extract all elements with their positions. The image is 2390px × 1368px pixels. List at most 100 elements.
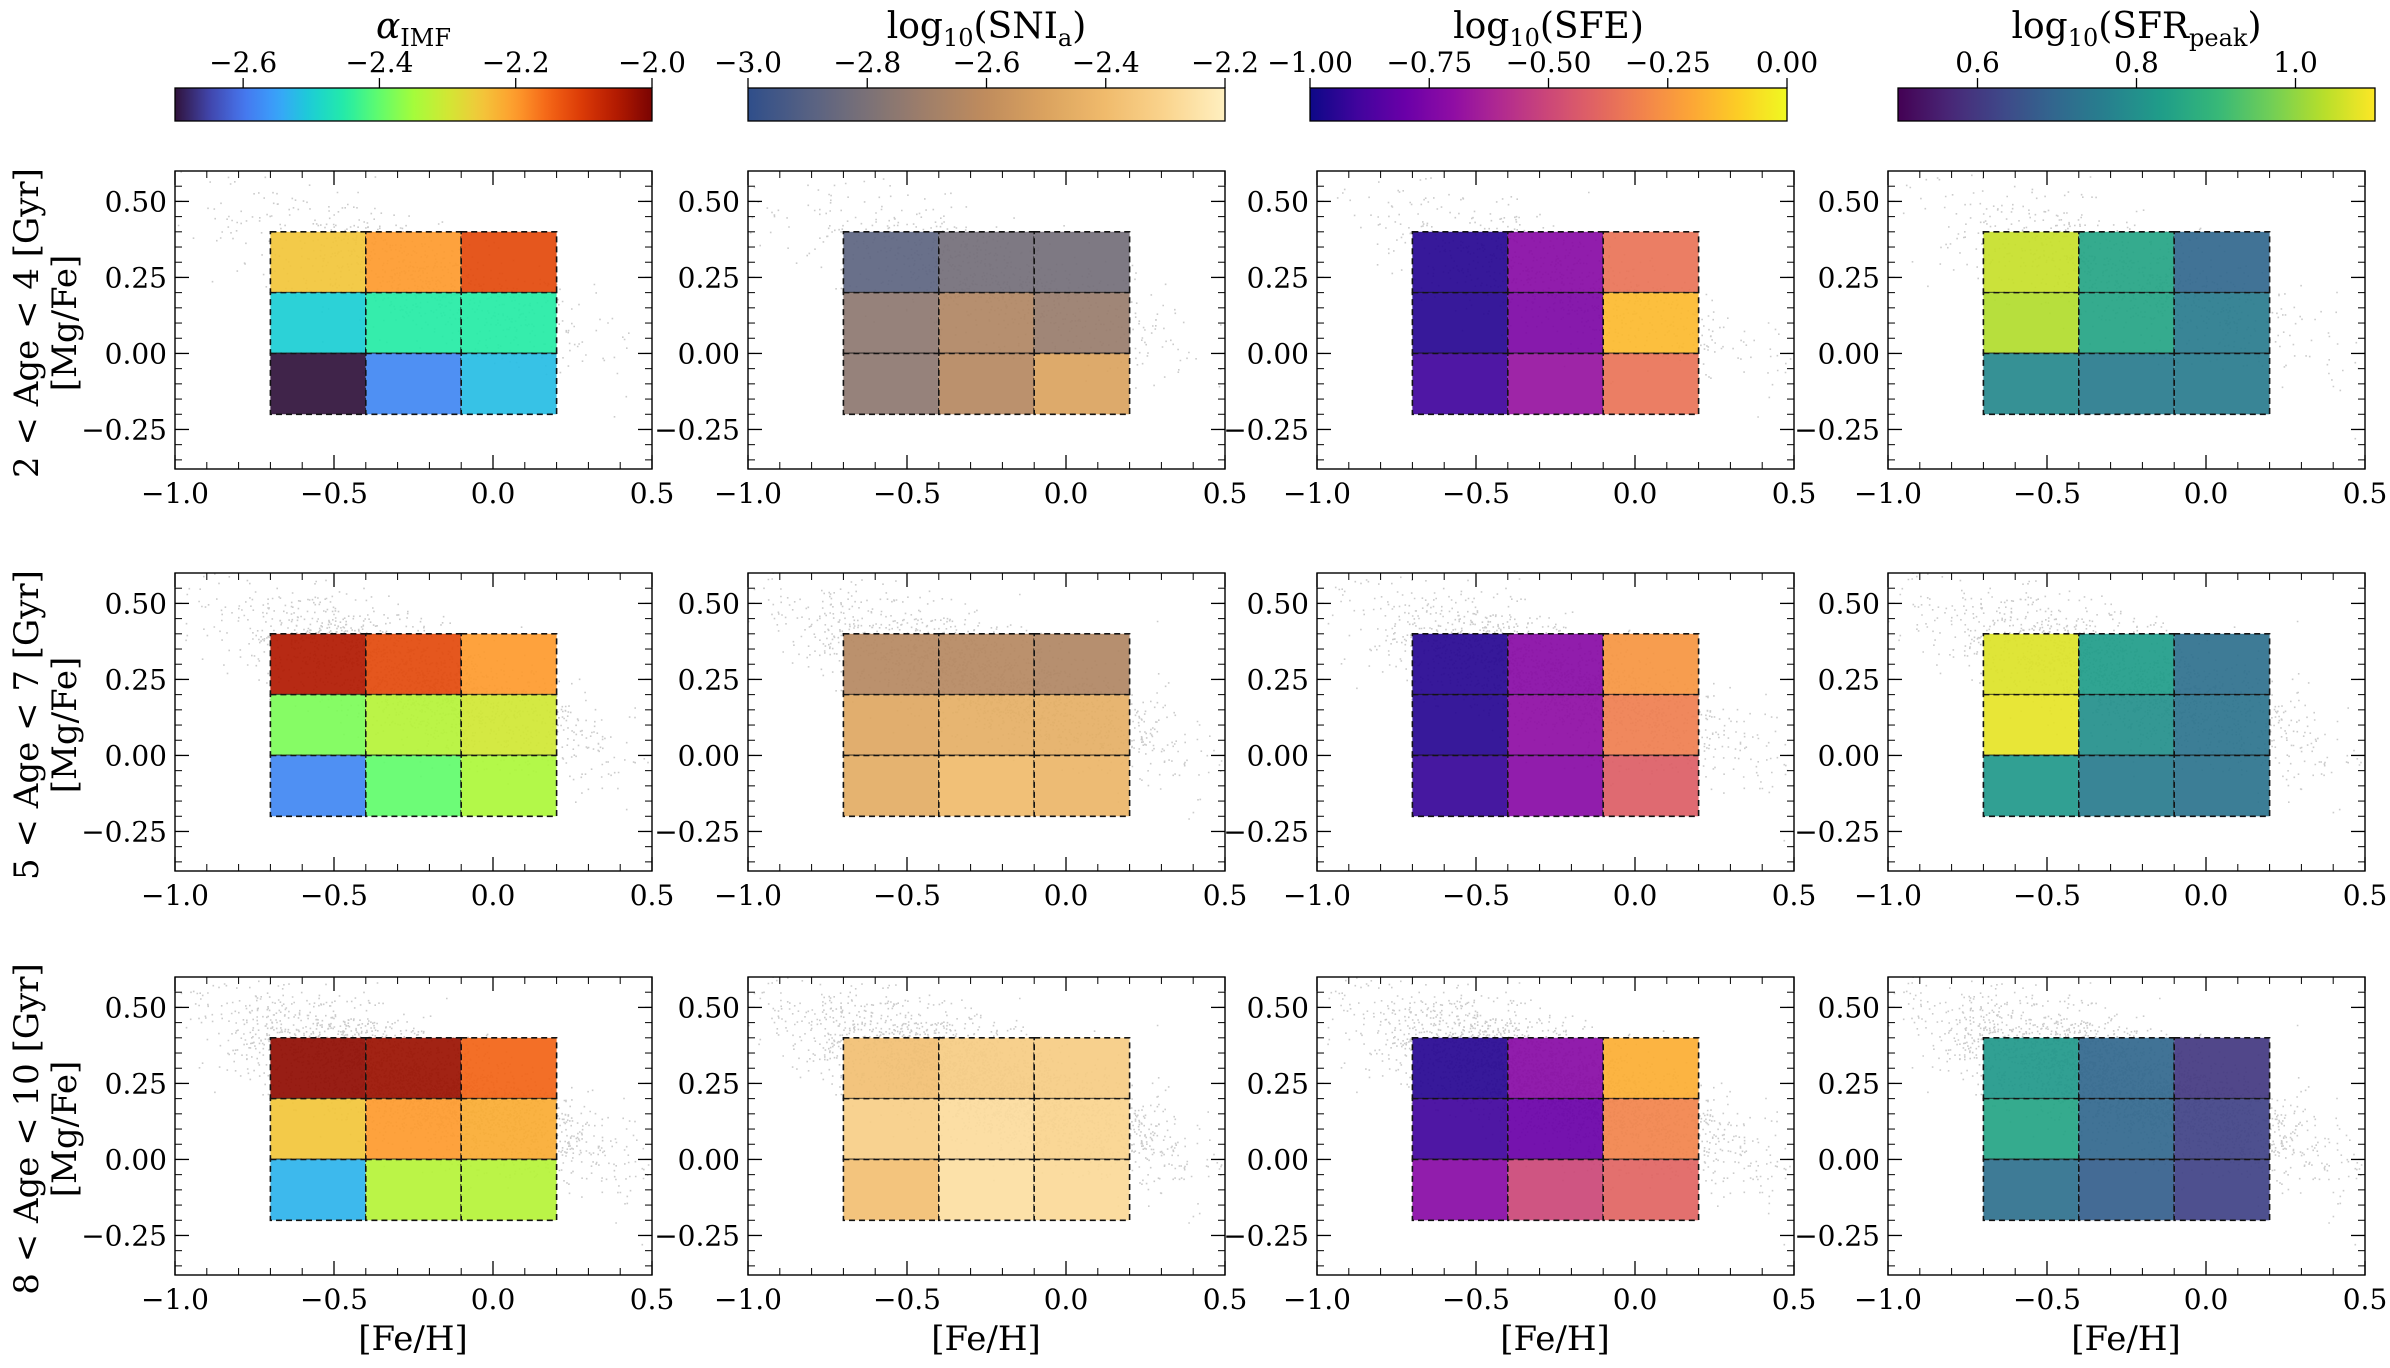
panel-r3-c1-cell-0-1: [364, 1037, 462, 1100]
panel-r3-c1-cell-2-1: [364, 1158, 462, 1222]
panel-r3-c2-ytick-label: −0.25: [654, 1219, 740, 1252]
panel-r2-c2-xtick-label: −0.5: [873, 879, 941, 912]
panel-r3-c4-ytick-label: −0.25: [1794, 1219, 1880, 1252]
panel-r3-c1-xtick-label: 0.0: [471, 1283, 516, 1316]
panel-r2-c2-cell-1-2: [1033, 693, 1131, 757]
panel-r1-c1-xtick-label: −0.5: [300, 477, 368, 510]
panel-r3-c1-ytick-label: 0.00: [105, 1143, 167, 1176]
colorbar-snia-tick-label: −3.0: [714, 46, 782, 79]
panel-r1-c1-cell-2-0: [269, 352, 367, 416]
panel-r2-c3-xtick-label: −0.5: [1442, 879, 1510, 912]
panel-r3-c3-ytick-label: 0.50: [1247, 991, 1309, 1024]
panel-r1-c2-cell-1-2: [1033, 291, 1131, 355]
panel-r3-c4-cells: [1982, 1037, 2271, 1222]
panel-r3-c3-cell-1-2: [1602, 1097, 1700, 1161]
panel-r1-c2-xtick-label: −1.0: [714, 477, 782, 510]
panel-r2-c3-cell-1-1: [1507, 693, 1605, 757]
panel-r3-c2-xtick-label: −0.5: [873, 1283, 941, 1316]
panel-r1-c1-ytick-label: 0.25: [105, 261, 167, 294]
panel-r1-c3-xtick-label: −0.5: [1442, 477, 1510, 510]
panel-r2-c2-cell-0-1: [937, 633, 1035, 696]
panel-r1-c2-ytick-label: −0.25: [654, 413, 740, 446]
panel-r3-c4-cell-2-1: [2078, 1158, 2176, 1222]
panel-r1-c1-ytick-label: 0.50: [105, 185, 167, 218]
cells-layer: [269, 231, 2271, 1222]
panel-r2-c3-cell-2-0: [1411, 754, 1509, 818]
panel-r2-c1-ytick-label: 0.50: [105, 587, 167, 620]
panel-r2-c3-ytick-label: 0.50: [1247, 587, 1309, 620]
panel-r2-c1-xtick-label: 0.0: [471, 879, 516, 912]
colorbar-imf-title: αIMF: [376, 6, 451, 52]
panel-r2-c4-cell-2-0: [1982, 754, 2080, 818]
panel-r2-c1-cell-0-0: [269, 633, 367, 696]
panel-r1-c2-cell-0-1: [937, 231, 1035, 294]
panel-r3-c3-cell-0-1: [1507, 1037, 1605, 1100]
panel-r1-c2-ytick-label: 0.25: [678, 261, 740, 294]
panel-r1-c3-cell-0-2: [1602, 231, 1700, 294]
panel-r1-c4-ytick-label: 0.50: [1818, 185, 1880, 218]
panel-r3-c2-cell-2-0: [842, 1158, 940, 1222]
panel-r3-c2-cell-2-1: [937, 1158, 1035, 1222]
panel-r1-c4-xtick-label: −1.0: [1854, 477, 1922, 510]
panel-r2-c1-ytick-label: −0.25: [81, 815, 167, 848]
panel-r2-c4-cell-0-2: [2173, 633, 2271, 696]
colorbar-sfr-tick-label: 0.8: [2114, 46, 2159, 79]
panel-r1-c4-cell-0-2: [2173, 231, 2271, 294]
panel-r3-c4-cell-2-2: [2173, 1158, 2271, 1222]
panel-r2-c1-cell-0-2: [460, 633, 558, 696]
panel-r2-c3-ytick-label: 0.25: [1247, 663, 1309, 696]
axes-layer: −1.0 −0.5 0.0 0.5 −0.25 0.00 0.25 0.50 −1.0 −0.5 0…: [81, 170, 2387, 1316]
colorbar-imf: −2.6 −2.4 −2.2 −2.0 αIMF: [174, 6, 686, 122]
panel-r1-c1-xtick-label: 0.0: [471, 477, 516, 510]
panel-r3-c1-cell-0-2: [460, 1037, 558, 1100]
xlabel-col-3: [Fe/H]: [1500, 1319, 1610, 1359]
panel-r2-c4-ytick-label: 0.00: [1818, 739, 1880, 772]
panel-r3-c3-xtick-label: −0.5: [1442, 1283, 1510, 1316]
panel-r3-c1-cell-1-0: [269, 1097, 367, 1161]
panel-r3-c3-ytick-label: 0.00: [1247, 1143, 1309, 1176]
panel-r2-c2-cell-1-0: [842, 693, 940, 757]
panel-r2-c1-cell-0-1: [364, 633, 462, 696]
panel-r1-c4-cell-1-0: [1982, 291, 2080, 355]
panel-r1-c2-xtick-label: 0.5: [1203, 477, 1248, 510]
panel-r1-c4-cell-0-1: [2078, 231, 2176, 294]
colorbar-sfe-tick-label: 0.00: [1756, 46, 1818, 79]
panel-r3-c2-ytick-label: 0.00: [678, 1143, 740, 1176]
panel-r2-c1-axes: −1.0 −0.5 0.0 0.5 −0.25 0.00 0.25 0.50: [81, 572, 675, 912]
panel-r1-c3-axes: −1.0 −0.5 0.0 0.5 −0.25 0.00 0.25 0.50: [1223, 170, 1816, 510]
panel-r1-c3-cell-2-2: [1602, 352, 1700, 416]
colorbar-sfe-tick-label: −0.50: [1506, 46, 1592, 79]
panel-r2-c3-cell-1-2: [1602, 693, 1700, 757]
colorbar-imf-tick-label: −2.0: [618, 46, 686, 79]
colorbar-imf-tick-label: −2.2: [482, 46, 550, 79]
panel-r1-c4-cell-2-1: [2078, 352, 2176, 416]
panel-r2-c1-xtick-label: 0.5: [630, 879, 675, 912]
panel-r3-c3-cell-2-2: [1602, 1158, 1700, 1222]
panel-r3-c2-cell-0-2: [1033, 1037, 1131, 1100]
panel-r1-c1-cell-0-1: [364, 231, 462, 294]
panel-r3-c2-axes: −1.0 −0.5 0.0 0.5 −0.25 0.00 0.25 0.50: [654, 976, 1247, 1316]
panel-r1-c2-cell-2-1: [937, 352, 1035, 416]
panel-r3-c4-cell-1-0: [1982, 1097, 2080, 1161]
panel-r1-c4-cell-2-2: [2173, 352, 2271, 416]
colorbar-imf-tick-label: −2.4: [345, 46, 413, 79]
panel-r1-c2-xtick-label: 0.0: [1044, 477, 1089, 510]
panel-r1-c2-cell-0-0: [842, 231, 940, 294]
panel-r2-c1-cell-2-2: [460, 754, 558, 818]
panel-r2-c4-cell-2-2: [2173, 754, 2271, 818]
colorbar-imf-tick-label: −2.6: [209, 46, 277, 79]
panel-r2-c1-cells: [269, 633, 558, 818]
panel-r3-c4-cell-0-2: [2173, 1037, 2271, 1100]
ylabel-row-1: [Mg/Fe]: [45, 255, 85, 391]
panel-r2-c4-cells: [1982, 633, 2271, 818]
panel-r1-c1-ytick-label: −0.25: [81, 413, 167, 446]
panel-r2-c2-cell-0-0: [842, 633, 940, 696]
panel-r3-c1-cells: [269, 1037, 558, 1222]
panel-r1-c3-cell-1-2: [1602, 291, 1700, 355]
panel-r2-c3-cell-0-1: [1507, 633, 1605, 696]
panel-r3-c2-xtick-label: 0.0: [1044, 1283, 1089, 1316]
panel-r1-c3-cell-2-0: [1411, 352, 1509, 416]
panel-r2-c4-cell-1-0: [1982, 693, 2080, 757]
panel-r1-c4-axes: −1.0 −0.5 0.0 0.5 −0.25 0.00 0.25 0.50: [1794, 170, 2387, 510]
panel-r2-c4-cell-0-1: [2078, 633, 2176, 696]
